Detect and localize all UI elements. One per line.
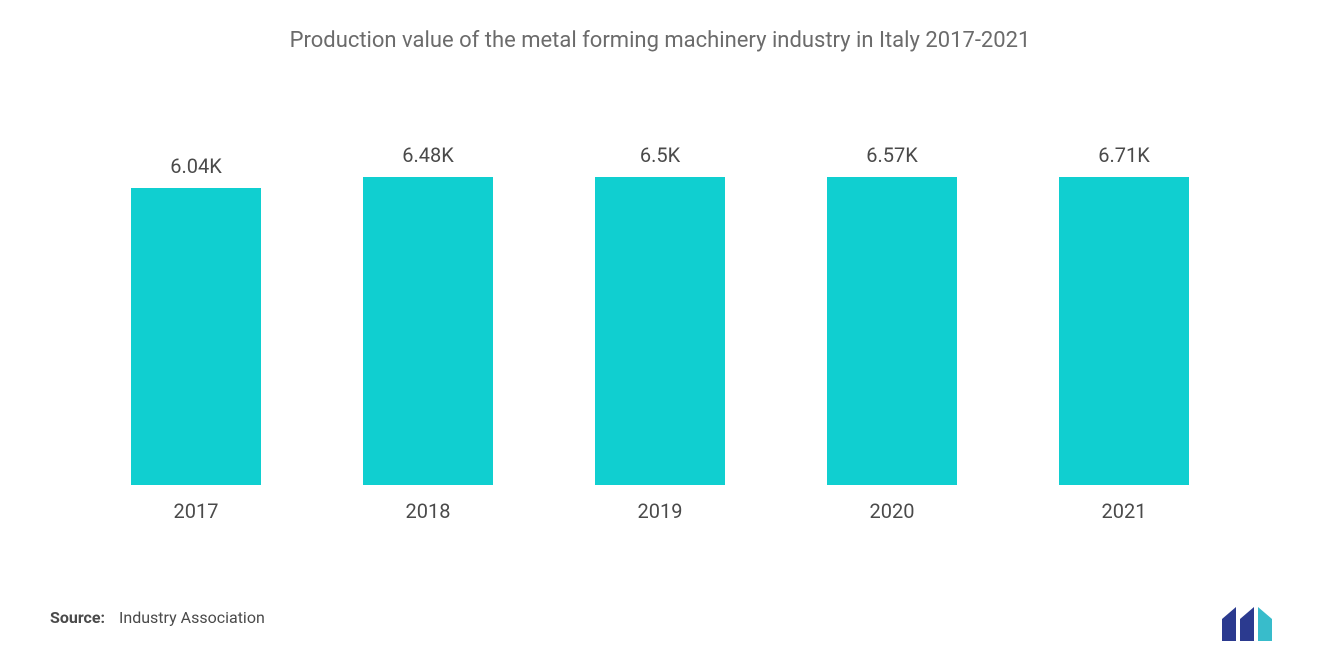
category-label: 2019 (638, 499, 683, 523)
bar-value-label: 6.71K (1098, 143, 1150, 167)
category-label: 2018 (406, 499, 451, 523)
bar (827, 177, 957, 485)
source-label: Source: (50, 608, 105, 627)
chart-title: Production value of the metal forming ma… (50, 28, 1270, 53)
bar-group: 6.71K 2021 (1008, 143, 1240, 523)
bar-value-label: 6.5K (640, 143, 680, 167)
bar (131, 188, 261, 485)
bar-group: 6.57K 2020 (776, 143, 1008, 523)
bar-group: 6.5K 2019 (544, 143, 776, 523)
category-label: 2021 (1102, 499, 1147, 523)
chart-container: Production value of the metal forming ma… (0, 0, 1320, 665)
bar (363, 177, 493, 485)
bar-value-label: 6.48K (402, 143, 454, 167)
source-value: Industry Association (119, 608, 265, 627)
bar-value-label: 6.57K (866, 143, 918, 167)
bars-area: 6.04K 2017 6.48K 2018 6.5K 2019 6.57K 2020 6.71K… (50, 143, 1270, 523)
brand-logo (1222, 607, 1280, 641)
bar (595, 177, 725, 485)
bar-group: 6.04K 2017 (80, 143, 312, 523)
source-line: Source: Industry Association (50, 608, 265, 627)
category-label: 2017 (174, 499, 219, 523)
bar-value-label: 6.04K (170, 154, 222, 178)
bar-group: 6.48K 2018 (312, 143, 544, 523)
category-label: 2020 (870, 499, 915, 523)
bar (1059, 177, 1189, 485)
